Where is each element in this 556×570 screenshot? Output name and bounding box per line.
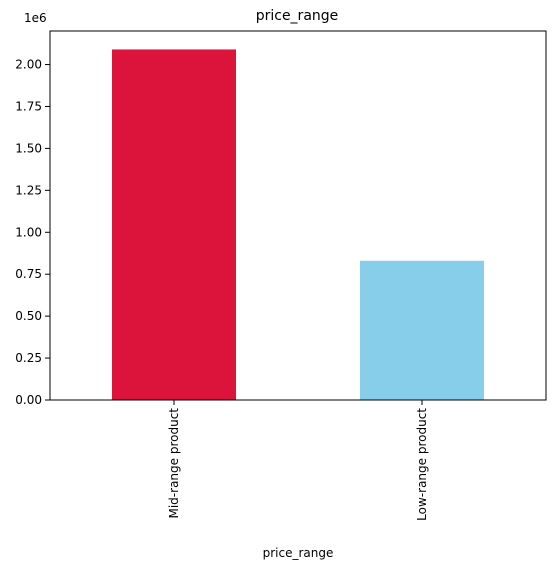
y-tick-label: 0.50 bbox=[15, 309, 42, 323]
bars bbox=[112, 49, 484, 400]
y-axis-ticks: 0.00 0.25 0.50 0.75 1.00 1.25 1.50 1.75 2.00 bbox=[15, 58, 50, 407]
x-tick-label: Mid-range product bbox=[167, 408, 181, 519]
y-tick-label: 2.00 bbox=[15, 58, 42, 72]
x-axis-label: price_range bbox=[263, 546, 334, 560]
bar bbox=[112, 49, 236, 400]
y-tick-label: 1.75 bbox=[15, 99, 42, 113]
y-tick-label: 0.75 bbox=[15, 267, 42, 281]
y-tick-label: 1.50 bbox=[15, 141, 42, 155]
y-tick-label: 0.25 bbox=[15, 351, 42, 365]
y-tick-label: 0.00 bbox=[15, 393, 42, 407]
x-tick-label: Low-range product bbox=[415, 408, 429, 521]
plot-frame bbox=[49, 30, 547, 401]
chart-title: price_range bbox=[256, 8, 339, 24]
y-offset-label: 1e6 bbox=[24, 11, 47, 25]
x-axis-ticks: Mid-range product Low-range product bbox=[167, 400, 429, 521]
y-tick-label: 1.00 bbox=[15, 225, 42, 239]
bar bbox=[360, 260, 484, 400]
y-tick-label: 1.25 bbox=[15, 183, 42, 197]
